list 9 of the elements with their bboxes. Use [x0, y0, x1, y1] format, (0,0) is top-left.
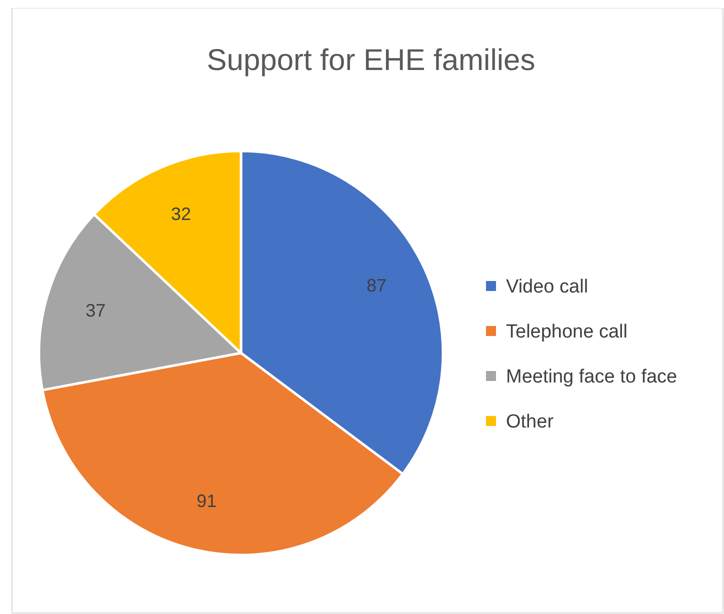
legend-label: Meeting face to face — [506, 366, 678, 388]
data-label: 91 — [196, 490, 217, 511]
chart-title: Support for EHE families — [206, 44, 536, 77]
legend-label: Video call — [506, 276, 588, 298]
legend-label: Other — [506, 412, 554, 433]
data-label: 37 — [86, 300, 106, 321]
legend-label: Telephone call — [506, 322, 628, 343]
data-label: 87 — [366, 275, 386, 296]
data-label: 32 — [171, 204, 192, 224]
